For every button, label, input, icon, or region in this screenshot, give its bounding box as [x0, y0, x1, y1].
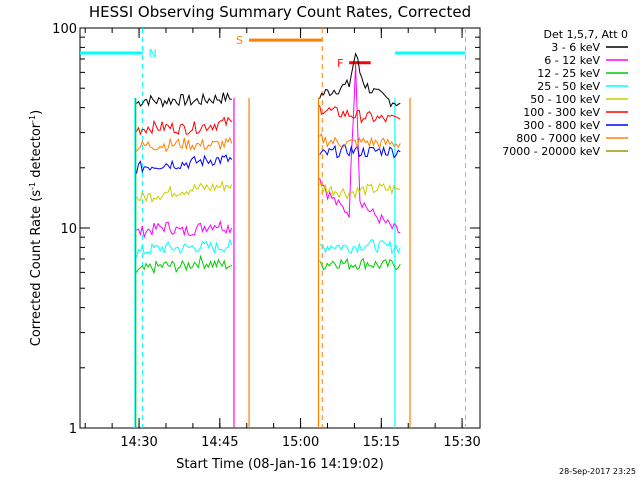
- legend-entry-label: 300 - 800 keV: [523, 119, 600, 132]
- legend-entry-label: 50 - 100 keV: [530, 93, 600, 106]
- legend-entry-label: 7000 - 20000 keV: [502, 145, 600, 158]
- x-tick-label: 15:00: [282, 435, 319, 450]
- series-line-4: [319, 182, 401, 200]
- legend-entry-label: 12 - 25 keV: [537, 67, 600, 80]
- flag-label-f: F: [337, 57, 343, 70]
- series-line-4: [136, 179, 233, 203]
- series-line-0: [136, 91, 232, 109]
- legend-entry-label: 3 - 6 keV: [551, 41, 600, 54]
- series-line-7: [319, 132, 401, 150]
- legend-header: Det 1,5,7, Att 0: [544, 28, 628, 41]
- flag-label-n: N: [148, 47, 156, 60]
- x-tick-label: 15:30: [443, 435, 480, 450]
- x-tick-label: 14:30: [120, 435, 157, 450]
- plot-frame: [79, 27, 481, 429]
- flag-label-s: S: [236, 34, 243, 47]
- series-line-5: [319, 104, 401, 124]
- series-line-6: [319, 144, 401, 159]
- y-tick-label: 100: [52, 22, 77, 37]
- y-axis-label: Corrected Count Rate (s-1 detector-1): [28, 110, 44, 346]
- x-axis-label: Start Time (08-Jan-16 14:19:02): [176, 457, 384, 472]
- legend-entry-label: 800 - 7000 keV: [516, 132, 600, 145]
- series-line-1: [136, 219, 233, 239]
- series-line-0: [319, 52, 401, 108]
- y-tick-label: 1: [69, 422, 77, 437]
- series-line-1: [319, 64, 401, 233]
- series-line-2: [319, 257, 401, 271]
- series-line-2: [136, 254, 233, 275]
- series-line-3: [136, 238, 233, 258]
- legend-entry-label: 100 - 300 keV: [523, 106, 600, 119]
- x-tick-label: 15:15: [363, 435, 400, 450]
- series-line-7: [136, 136, 233, 153]
- generation-timestamp: 28-Sep-2017 23:25: [559, 467, 636, 476]
- y-tick-label: 10: [60, 222, 77, 237]
- x-tick-label: 14:45: [201, 435, 238, 450]
- series-line-3: [319, 238, 401, 255]
- legend-entry-label: 25 - 50 keV: [537, 80, 600, 93]
- plot-area: N S F 1 10 100 14:30 14:45 15:00 15:15 15:30: [52, 22, 481, 450]
- series-line-6: [136, 154, 233, 174]
- legend-entry-label: 6 - 12 keV: [544, 54, 600, 67]
- series-line-5: [136, 116, 233, 136]
- chart-title: HESSI Observing Summary Count Rates, Cor…: [89, 3, 471, 21]
